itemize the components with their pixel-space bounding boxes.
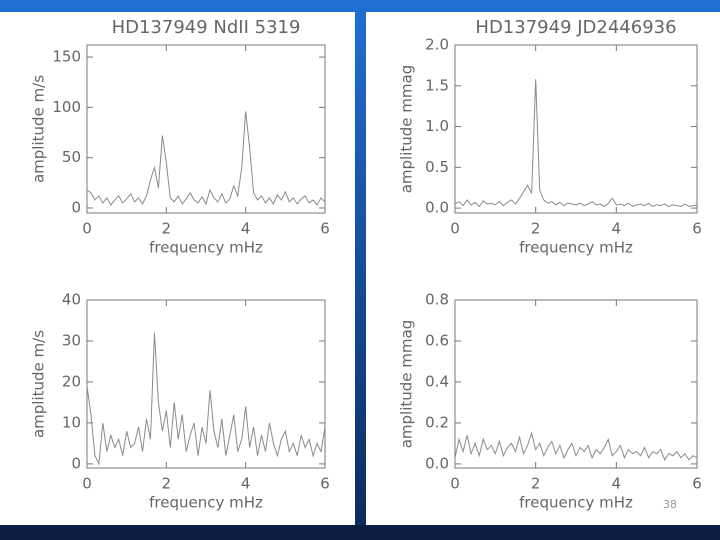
x-tick-label: 4 <box>241 220 251 238</box>
x-tick-label: 4 <box>241 475 251 493</box>
y-axis-label: amplitude m/s <box>30 75 48 183</box>
x-tick-label: 6 <box>692 475 702 493</box>
x-tick-label: 0 <box>450 220 460 238</box>
plot-frame <box>86 299 326 469</box>
slide-number: 38 <box>663 498 677 511</box>
right-panel <box>366 12 720 525</box>
x-tick-label: 0 <box>450 475 460 493</box>
y-axis-label: amplitude mmag <box>398 320 416 449</box>
y-tick-label: 100 <box>52 98 81 116</box>
x-tick-label: 2 <box>531 475 541 493</box>
series-line <box>86 111 326 206</box>
x-tick-label: 6 <box>692 220 702 238</box>
x-tick-label: 6 <box>320 220 330 238</box>
x-axis-label: frequency mHz <box>149 494 263 512</box>
y-tick-label: 0 <box>71 454 81 472</box>
x-tick-label: 4 <box>612 475 622 493</box>
series-line <box>454 79 698 208</box>
y-axis-label: amplitude m/s <box>30 330 48 438</box>
y-tick-label: 0.6 <box>425 331 449 349</box>
y-axis-label: amplitude mmag <box>398 65 416 194</box>
y-tick-label: 0 <box>71 198 81 216</box>
y-tick-label: 30 <box>62 331 81 349</box>
series-line <box>454 431 698 461</box>
x-axis-label: frequency mHz <box>519 239 633 257</box>
y-tick-label: 0.5 <box>425 158 449 176</box>
left-panel <box>0 12 355 525</box>
footer-bar <box>0 525 720 540</box>
plot-frame <box>454 299 698 469</box>
series-line <box>86 332 326 466</box>
x-tick-label: 6 <box>320 475 330 493</box>
y-tick-label: 2.0 <box>425 36 449 54</box>
x-tick-label: 2 <box>162 475 172 493</box>
plot-frame <box>454 44 698 214</box>
y-tick-label: 0.8 <box>425 291 449 309</box>
y-tick-label: 0.0 <box>425 454 449 472</box>
x-tick-label: 0 <box>82 475 92 493</box>
y-tick-label: 1.5 <box>425 76 449 94</box>
chart-title: HD137949 NdII 5319 <box>112 17 301 38</box>
plot-frame <box>86 44 326 214</box>
y-tick-label: 20 <box>62 372 81 390</box>
chart-title: HD137949 JD2446936 <box>475 17 676 38</box>
y-tick-label: 0.0 <box>425 199 449 217</box>
y-tick-label: 10 <box>62 413 81 431</box>
x-tick-label: 2 <box>162 220 172 238</box>
x-axis-label: frequency mHz <box>519 494 633 512</box>
x-axis-label: frequency mHz <box>149 239 263 257</box>
y-tick-label: 1.0 <box>425 117 449 135</box>
y-tick-label: 0.2 <box>425 413 449 431</box>
x-tick-label: 0 <box>82 220 92 238</box>
x-tick-label: 2 <box>531 220 541 238</box>
y-tick-label: 0.4 <box>425 372 449 390</box>
y-tick-label: 150 <box>52 48 81 66</box>
y-tick-label: 40 <box>62 291 81 309</box>
x-tick-label: 4 <box>612 220 622 238</box>
y-tick-label: 50 <box>62 148 81 166</box>
